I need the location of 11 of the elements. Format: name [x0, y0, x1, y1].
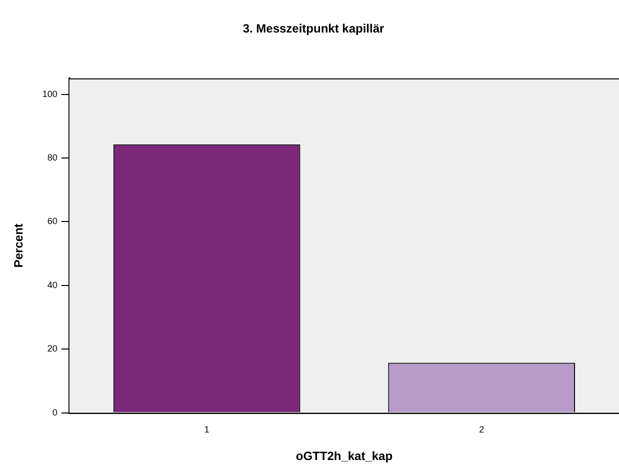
y-tick-label: 60 — [47, 216, 58, 226]
x-axis-title: oGTT2h_kat_kap — [296, 449, 393, 464]
y-tick-label: 100 — [42, 88, 58, 99]
y-tick-label: 80 — [47, 152, 58, 163]
y-tick-label: 0 — [52, 407, 58, 418]
x-tick-label: 2 — [479, 424, 484, 435]
chart-title: 3. Messzeitpunkt kapillär — [242, 22, 385, 36]
x-tick-label: 1 — [204, 424, 210, 435]
y-tick-label: 40 — [47, 280, 58, 290]
y-tick-label: 20 — [47, 344, 58, 354]
y-axis-title: Percent — [12, 224, 26, 268]
